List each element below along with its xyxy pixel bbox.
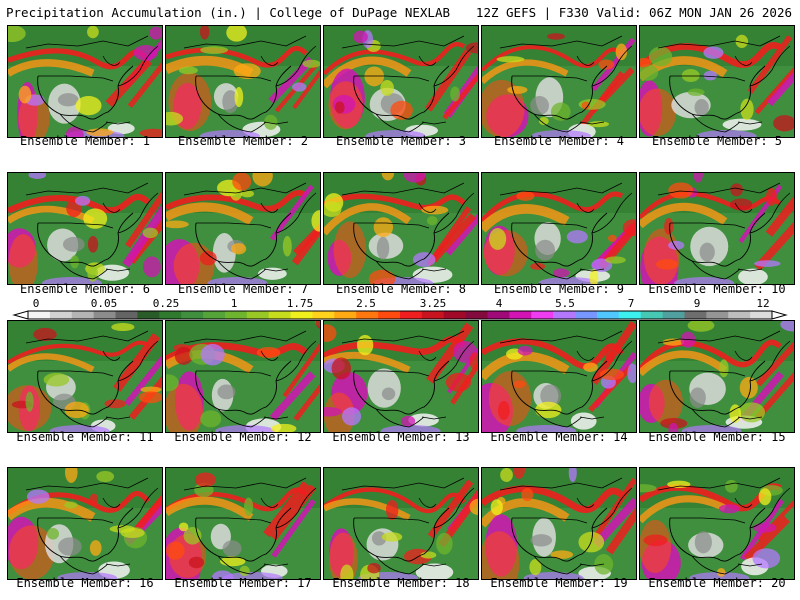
ensemble-member-caption: Ensemble Member: 17 — [174, 576, 312, 590]
colorbar-swatch — [487, 311, 510, 319]
ensemble-member-map — [639, 25, 795, 138]
ensemble-member-map — [323, 172, 479, 285]
ensemble-member-caption: Ensemble Member: 3 — [335, 134, 467, 148]
colorbar-tick-label: 0.05 — [91, 297, 118, 310]
ensemble-member-caption: Ensemble Member: 14 — [490, 430, 628, 444]
ensemble-member-map — [7, 467, 163, 580]
colorbar-tick-label: 3.25 — [420, 297, 447, 310]
colorbar-min-arrow — [12, 310, 29, 320]
ensemble-member-caption: Ensemble Member: 19 — [490, 576, 628, 590]
colorbar-tick-label: 0.25 — [153, 297, 180, 310]
colorbar-tick-label: 0 — [33, 297, 40, 310]
ensemble-member-map — [323, 320, 479, 433]
colorbar-swatch — [181, 311, 204, 319]
ensemble-member-caption: Ensemble Member: 16 — [16, 576, 154, 590]
colorbar-swatch — [618, 311, 642, 319]
colorbar-swatch — [290, 311, 313, 319]
ensemble-member-map — [165, 25, 321, 138]
ensemble-member-caption: Ensemble Member: 12 — [174, 430, 312, 444]
ensemble-member-caption: Ensemble Member: 6 — [19, 282, 151, 296]
colorbar-swatch — [465, 311, 489, 319]
colorbar-swatch — [71, 311, 95, 319]
ensemble-member-caption: Ensemble Member: 10 — [648, 282, 786, 296]
ensemble-member-caption: Ensemble Member: 7 — [177, 282, 309, 296]
ensemble-member-map — [323, 467, 479, 580]
colorbar-swatch — [137, 311, 160, 319]
colorbar-swatch — [575, 311, 598, 319]
ensemble-member-map — [7, 25, 163, 138]
ensemble-member-map — [165, 320, 321, 433]
colorbar-swatch — [421, 311, 445, 319]
colorbar-tick-label: 12 — [756, 297, 769, 310]
ensemble-member-caption: Ensemble Member: 20 — [648, 576, 786, 590]
ensemble-member-map — [323, 25, 479, 138]
colorbar-swatch — [640, 311, 664, 319]
colorbar-swatch — [312, 311, 335, 319]
ensemble-member-caption: Ensemble Member: 15 — [648, 430, 786, 444]
colorbar-tick-label: 4 — [496, 297, 503, 310]
colorbar-max-arrow — [771, 310, 788, 320]
ensemble-member-caption: Ensemble Member: 9 — [493, 282, 625, 296]
ensemble-member-caption: Ensemble Member: 18 — [332, 576, 470, 590]
colorbar-swatch — [443, 311, 467, 319]
colorbar-swatch — [93, 311, 117, 319]
colorbar-swatch — [268, 311, 292, 319]
colorbar-tick-label: 5.5 — [555, 297, 575, 310]
ensemble-member-map — [481, 320, 637, 433]
colorbar-swatch — [553, 311, 576, 319]
colorbar-tick-label: 1 — [231, 297, 238, 310]
ensemble-member-caption: Ensemble Member: 13 — [332, 430, 470, 444]
colorbar-swatch — [509, 311, 532, 319]
run-valid-time: 12Z GEFS | F330 Valid: 06Z MON JAN 26 20… — [475, 5, 792, 20]
ensemble-member-map — [481, 467, 637, 580]
colorbar-swatch — [115, 311, 138, 319]
colorbar-swatch — [662, 311, 685, 319]
colorbar-swatch — [159, 311, 182, 319]
ensemble-member-map — [7, 172, 163, 285]
ensemble-member-map — [639, 467, 795, 580]
colorbar-swatch — [356, 311, 379, 319]
colorbar-swatch — [28, 311, 51, 319]
colorbar-swatch — [246, 311, 270, 319]
ensemble-member-caption: Ensemble Member: 4 — [493, 134, 625, 148]
ensemble-member-map — [165, 172, 321, 285]
ensemble-member-map — [165, 467, 321, 580]
colorbar-tick-label: 9 — [694, 297, 701, 310]
colorbar-swatch — [203, 311, 226, 319]
colorbar-swatch — [684, 311, 707, 319]
colorbar-swatch — [750, 311, 773, 319]
ensemble-member-caption: Ensemble Member: 5 — [651, 134, 783, 148]
colorbar-swatch — [596, 311, 620, 319]
colorbar-swatch — [400, 311, 423, 319]
ensemble-member-map — [481, 25, 637, 138]
colorbar-swatch — [224, 311, 248, 319]
colorbar-swatch — [728, 311, 751, 319]
colorbar-swatch — [334, 311, 357, 319]
ensemble-member-map — [639, 320, 795, 433]
colorbar-tick-label: 1.75 — [287, 297, 314, 310]
ensemble-member-map — [639, 172, 795, 285]
ensemble-member-caption: Ensemble Member: 1 — [19, 134, 151, 148]
colorbar-swatch — [706, 311, 729, 319]
ensemble-member-map — [7, 320, 163, 433]
ensemble-member-caption: Ensemble Member: 8 — [335, 282, 467, 296]
colorbar-tick-label: 7 — [628, 297, 635, 310]
header-title: Precipitation Accumulation (in.) | Colle… — [6, 5, 451, 20]
ensemble-member-map — [481, 172, 637, 285]
precipitation-colorbar: 0 0.05 0.25 1 1.75 2.5 3.25 4 5.5 7 9 12 — [12, 297, 788, 320]
colorbar-swatch — [378, 311, 401, 319]
colorbar-swatch — [531, 311, 554, 319]
ensemble-member-caption: Ensemble Member: 11 — [16, 430, 154, 444]
ensemble-member-caption: Ensemble Member: 2 — [177, 134, 309, 148]
colorbar-tick-label: 2.5 — [356, 297, 376, 310]
colorbar-swatch — [49, 311, 73, 319]
